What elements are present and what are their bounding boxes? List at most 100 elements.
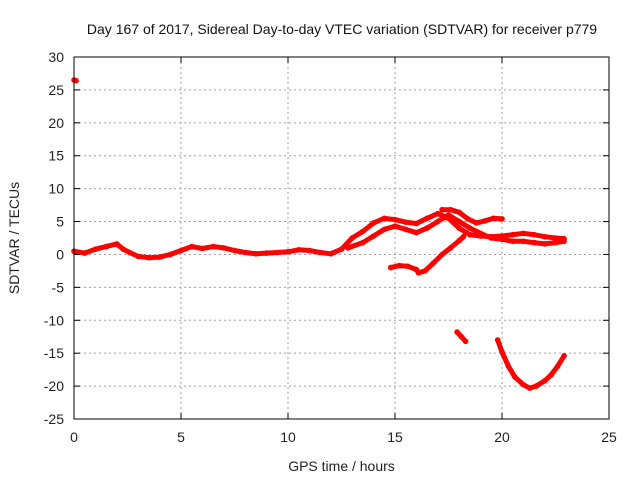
data-point xyxy=(306,247,313,254)
grid-lines xyxy=(74,57,609,419)
data-point xyxy=(520,230,527,237)
data-point xyxy=(509,238,516,245)
data-point xyxy=(81,250,88,256)
data-point xyxy=(473,220,480,226)
x-tick-label: 25 xyxy=(601,429,617,445)
data-point xyxy=(92,246,99,252)
data-point xyxy=(494,337,501,343)
x-tick-label: 10 xyxy=(280,429,296,445)
data-point xyxy=(465,216,471,222)
data-point xyxy=(490,215,497,222)
data-point xyxy=(456,218,463,225)
data-point xyxy=(527,385,533,391)
data-point xyxy=(221,245,227,251)
data-point xyxy=(482,218,488,224)
data-point xyxy=(439,251,445,258)
data-point xyxy=(146,254,152,261)
plot-frame xyxy=(73,56,610,420)
data-point xyxy=(458,333,465,340)
series-short-segment xyxy=(454,329,469,345)
data-point xyxy=(396,262,403,269)
y-axis-label: SDTVAR / TECUs xyxy=(6,182,22,294)
data-point xyxy=(509,231,516,238)
data-point xyxy=(447,206,454,213)
data-point xyxy=(392,223,398,229)
data-point xyxy=(467,225,473,231)
data-point xyxy=(210,243,216,250)
data-point xyxy=(274,249,281,256)
data-point xyxy=(499,349,505,355)
data-point xyxy=(435,218,441,225)
x-tick-label: 0 xyxy=(70,429,78,445)
data-point xyxy=(439,206,445,213)
data-point xyxy=(454,329,460,335)
data-point xyxy=(135,253,141,260)
data-point xyxy=(338,246,345,252)
data-point xyxy=(231,247,238,254)
series-v-dip-track xyxy=(387,233,467,276)
data-point xyxy=(424,215,430,222)
data-point xyxy=(520,382,527,388)
data-point xyxy=(413,220,420,227)
x-tick-label: 20 xyxy=(494,429,510,445)
data-point xyxy=(392,216,398,223)
series-upper-branch xyxy=(439,206,505,226)
series-secondary-track xyxy=(345,212,567,251)
data-point xyxy=(542,378,548,384)
data-series xyxy=(71,77,567,391)
data-point xyxy=(552,235,559,241)
y-tick-label: 5 xyxy=(56,214,64,230)
y-tick-label: 10 xyxy=(48,181,64,197)
y-tick-label: 15 xyxy=(48,148,64,164)
data-point xyxy=(349,235,356,241)
data-point xyxy=(456,237,463,244)
series-u-arc xyxy=(494,337,567,391)
data-point xyxy=(542,241,548,247)
data-point xyxy=(467,231,473,238)
data-point xyxy=(103,243,109,250)
data-point xyxy=(462,338,469,345)
data-point xyxy=(167,251,174,258)
data-point xyxy=(242,249,248,256)
data-point xyxy=(561,353,567,359)
data-point xyxy=(370,220,377,226)
data-point xyxy=(253,251,259,257)
data-point xyxy=(317,249,323,256)
data-point xyxy=(499,236,505,243)
y-tick-label: 25 xyxy=(48,82,64,98)
y-tick-label: 0 xyxy=(56,246,64,262)
y-tick-label: 30 xyxy=(48,49,64,65)
data-point xyxy=(178,247,184,254)
x-tick-label: 5 xyxy=(177,429,185,445)
data-point xyxy=(520,238,527,245)
y-tick-label: -20 xyxy=(44,378,64,394)
y-tick-label: 20 xyxy=(48,115,64,131)
data-point xyxy=(263,250,270,256)
data-point xyxy=(188,243,195,250)
data-point xyxy=(387,264,394,271)
data-point xyxy=(345,245,351,251)
data-point xyxy=(120,246,126,252)
data-point xyxy=(360,228,366,235)
y-tick-label: -10 xyxy=(44,312,64,328)
data-point xyxy=(447,245,454,251)
data-point xyxy=(360,239,366,246)
data-point xyxy=(533,383,539,389)
data-point xyxy=(381,226,388,233)
data-point xyxy=(73,77,79,84)
data-point xyxy=(552,239,559,246)
data-point xyxy=(512,374,518,380)
data-point xyxy=(405,263,411,270)
data-point xyxy=(156,254,163,260)
data-point xyxy=(456,225,463,231)
x-axis-label: GPS time / hours xyxy=(288,458,395,474)
y-tick-label: -25 xyxy=(44,411,64,427)
data-point xyxy=(126,249,133,256)
data-point xyxy=(435,210,441,217)
data-point xyxy=(561,238,567,245)
data-point xyxy=(402,226,409,233)
data-point xyxy=(430,260,437,266)
